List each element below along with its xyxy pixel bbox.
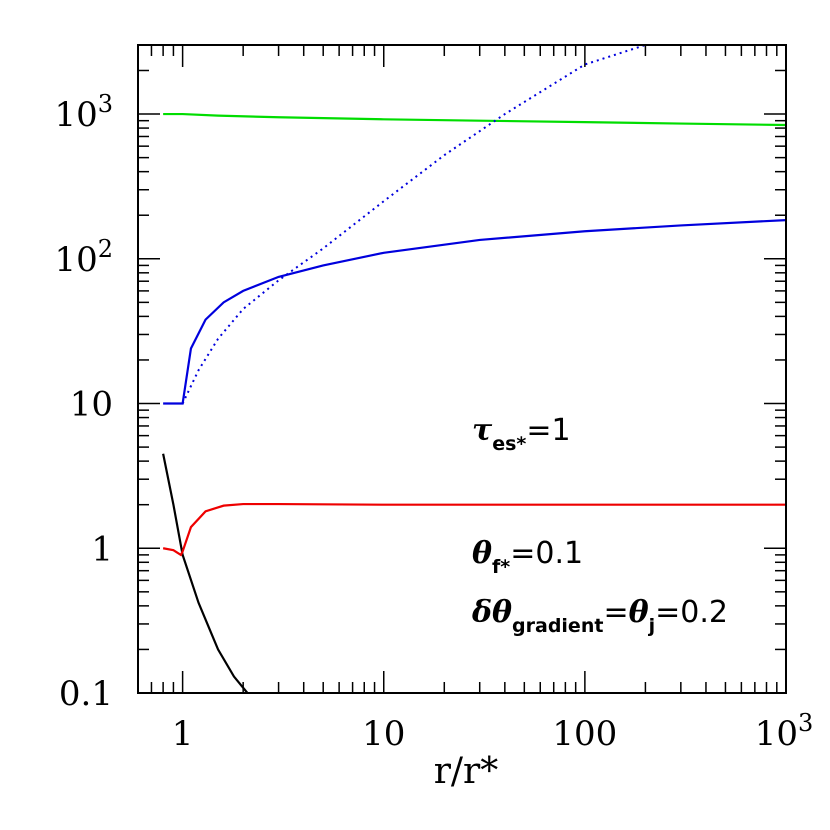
annot-tau-rest: =1	[526, 413, 570, 448]
y-tick-label: 10	[70, 385, 113, 425]
x-tick-label: 100	[552, 714, 617, 754]
annot-theta-f-rest: =0.1	[510, 536, 583, 571]
annotation-tau: τes*=1	[472, 413, 571, 455]
series-line-1	[163, 112, 786, 127]
x-tick-label: 10	[362, 714, 405, 754]
annot-gradient-rest: =0.2	[655, 595, 728, 630]
annot-theta-f-sub: f*	[492, 556, 510, 578]
annotation-gradient: δθgradient=θj=0.2	[471, 595, 728, 637]
annot-gradient-symbol: δθ	[471, 595, 512, 630]
y-tick-label: 0.1	[59, 674, 113, 714]
x-tick-label: 103	[755, 709, 814, 754]
annot-tau-sub: es*	[492, 433, 526, 455]
series-line-3	[181, 45, 646, 404]
annot-gradient-symbol2: θ	[629, 595, 649, 630]
plot-frame	[137, 44, 787, 694]
tick-labels: 1 10 100 103 0.1 1 10 102 103	[54, 90, 813, 754]
annotation-theta-f: θf*=0.1	[472, 536, 583, 578]
series-line-5	[162, 502, 786, 557]
y-tick-label: 102	[54, 235, 113, 280]
annot-tau-symbol: τ	[472, 413, 493, 448]
annot-theta-f-symbol: θ	[472, 536, 492, 571]
annot-gradient-sub2: j	[648, 615, 656, 637]
x-axis-label: r/r*	[434, 751, 499, 792]
y-tick-label: 1	[91, 529, 113, 569]
y-tick-label: 103	[54, 90, 113, 135]
annot-gradient-mid: =	[603, 595, 628, 630]
series-line-4	[162, 453, 249, 693]
annot-gradient-sub: gradient	[512, 615, 603, 637]
series-group	[162, 45, 786, 693]
x-tick-label: 1	[172, 714, 194, 754]
series-line-2	[163, 219, 786, 405]
